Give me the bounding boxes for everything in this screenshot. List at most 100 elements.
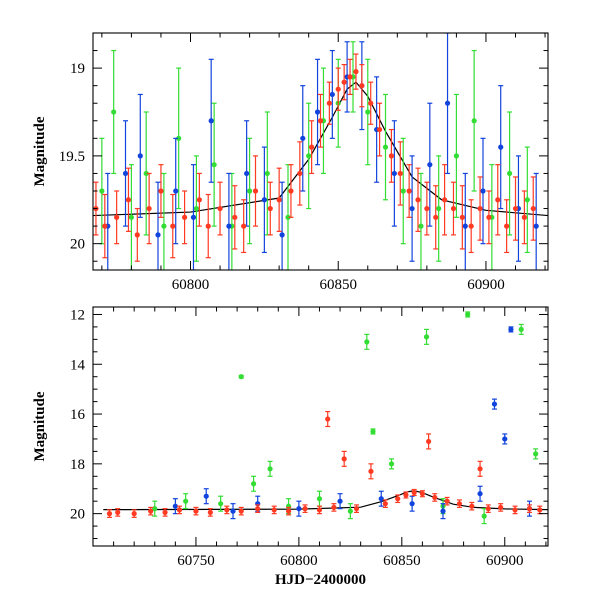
data-point-red — [424, 181, 430, 236]
data-point-green — [128, 164, 135, 270]
marker — [456, 501, 463, 507]
marker — [397, 170, 403, 177]
data-point-blue — [444, 33, 451, 175]
data-point-red — [325, 410, 331, 428]
marker — [444, 498, 450, 504]
marker — [353, 69, 359, 75]
marker — [502, 436, 508, 442]
data-point-blue — [155, 181, 161, 270]
data-point-green — [518, 323, 524, 335]
marker — [441, 197, 448, 203]
marker — [244, 170, 250, 177]
data-point-blue — [329, 49, 335, 139]
data-point-red — [353, 504, 360, 513]
data-point-green — [193, 155, 200, 262]
data-point-blue — [296, 500, 302, 517]
data-point-red — [131, 509, 137, 518]
x-tick-label: 60900 — [486, 553, 524, 569]
marker — [152, 506, 158, 512]
marker — [469, 503, 475, 509]
y-tick-label: 20 — [70, 237, 85, 253]
data-point-red — [176, 505, 183, 515]
marker — [388, 153, 395, 159]
data-point-blue — [190, 164, 197, 270]
marker — [444, 100, 451, 106]
data-point-green — [471, 49, 477, 192]
data-point-green — [436, 155, 442, 262]
data-point-green — [370, 428, 376, 435]
marker — [211, 162, 217, 168]
marker — [365, 109, 371, 115]
marker — [296, 506, 302, 512]
series-red-top — [93, 53, 536, 262]
marker — [400, 188, 406, 194]
data-point-red — [495, 164, 501, 236]
data-point-red — [267, 181, 273, 236]
marker — [512, 205, 519, 212]
data-point-blue — [337, 493, 343, 510]
data-point-green — [218, 495, 224, 512]
marker — [480, 188, 486, 194]
marker — [495, 197, 501, 203]
data-point-red — [456, 499, 463, 509]
marker — [155, 232, 161, 238]
data-point-blue — [226, 172, 232, 270]
data-point-blue — [480, 137, 486, 245]
marker — [376, 126, 383, 133]
data-point-blue — [391, 120, 397, 227]
marker — [335, 86, 341, 92]
marker — [306, 153, 312, 159]
marker — [347, 508, 353, 514]
data-point-blue — [440, 503, 446, 520]
marker — [279, 232, 285, 238]
marker — [537, 507, 543, 513]
marker — [512, 507, 518, 513]
data-point-green — [347, 503, 353, 520]
data-point-blue — [137, 93, 143, 218]
data-point-red — [512, 505, 518, 515]
marker — [250, 481, 257, 487]
data-point-blue — [462, 172, 468, 270]
series-blue-bottom — [172, 326, 533, 520]
data-point-blue — [244, 120, 250, 227]
marker — [232, 214, 238, 220]
marker — [337, 498, 343, 504]
data-point-red — [302, 504, 308, 513]
marker — [382, 501, 388, 507]
marker — [230, 508, 236, 514]
marker — [459, 214, 465, 220]
y-tick-label: 18 — [70, 457, 85, 473]
marker — [368, 468, 374, 474]
data-point-red — [521, 190, 527, 245]
marker — [285, 214, 291, 220]
data-point-red — [498, 503, 504, 512]
marker — [341, 456, 347, 462]
data-point-red — [331, 503, 337, 512]
data-point-green — [481, 508, 487, 525]
data-point-red — [419, 490, 426, 498]
plot-area-bottom — [103, 311, 548, 525]
data-point-blue — [208, 58, 214, 183]
data-point-red — [441, 164, 448, 236]
data-point-green — [306, 102, 312, 210]
marker — [183, 498, 189, 504]
marker — [329, 91, 335, 98]
marker — [504, 223, 510, 229]
data-point-green — [161, 172, 167, 270]
data-point-blue — [508, 326, 514, 333]
marker — [158, 188, 164, 194]
data-point-red — [181, 190, 188, 245]
series-blue-top — [105, 33, 539, 270]
marker — [432, 494, 438, 501]
marker — [415, 197, 421, 203]
marker — [370, 428, 376, 435]
marker — [207, 509, 213, 515]
marker — [468, 223, 474, 229]
marker — [143, 170, 149, 177]
marker — [226, 223, 232, 229]
data-point-blue — [230, 503, 236, 520]
marker — [122, 170, 129, 177]
marker — [423, 334, 430, 340]
marker — [424, 205, 430, 212]
